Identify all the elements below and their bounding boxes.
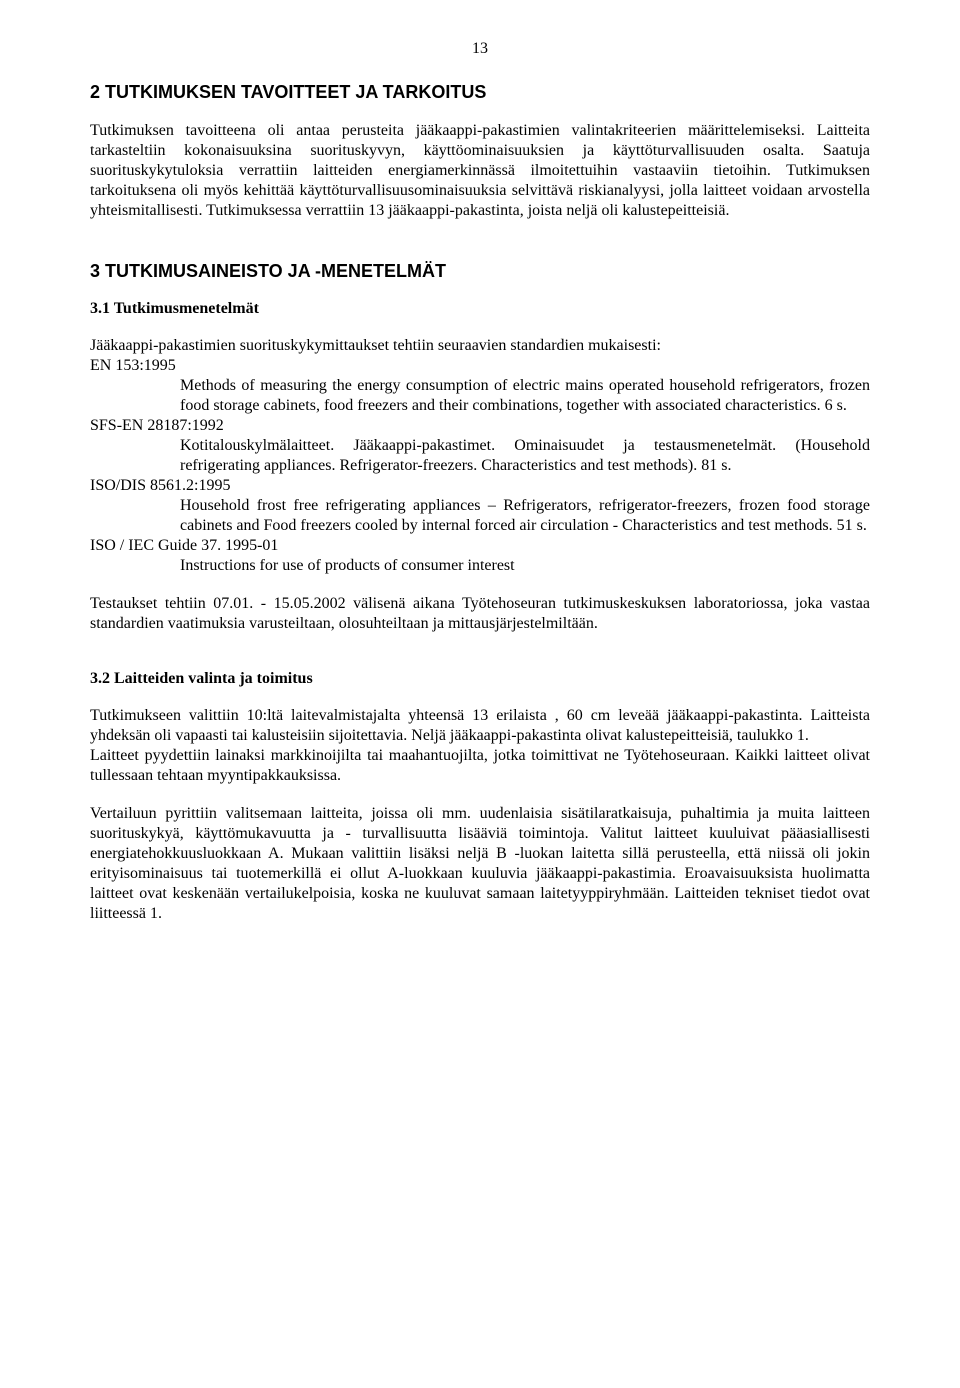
section-3-2-p2: Laitteet pyydettiin lainaksi markkinoiji… bbox=[90, 746, 870, 786]
standard-description: Methods of measuring the energy consumpt… bbox=[180, 376, 870, 416]
section-3-1-heading: 3.1 Tutkimusmenetelmät bbox=[90, 300, 870, 318]
section-3-2-p3: Vertailuun pyrittiin valitsemaan laittei… bbox=[90, 804, 870, 924]
standards-list: Jääkaappi-pakastimien suorituskykymittau… bbox=[90, 336, 870, 576]
standard-code: SFS-EN 28187:1992 bbox=[90, 416, 870, 436]
section-2-paragraph: Tutkimuksen tavoitteena oli antaa perust… bbox=[90, 121, 870, 221]
spacer bbox=[90, 652, 870, 670]
standard-description: Instructions for use of products of cons… bbox=[180, 556, 870, 576]
standard-code: ISO/DIS 8561.2:1995 bbox=[90, 476, 870, 496]
standard-code: EN 153:1995 bbox=[90, 356, 870, 376]
page-number: 13 bbox=[90, 40, 870, 58]
standard-code: ISO / IEC Guide 37. 1995-01 bbox=[90, 536, 870, 556]
document-page: 13 2 TUTKIMUKSEN TAVOITTEET JA TARKOITUS… bbox=[0, 0, 960, 1002]
section-3-2-heading: 3.2 Laitteiden valinta ja toimitus bbox=[90, 670, 870, 688]
section-3-2-p1: Tutkimukseen valittiin 10:ltä laitevalmi… bbox=[90, 706, 870, 746]
standard-description: Household frost free refrigerating appli… bbox=[180, 496, 870, 536]
testing-period-paragraph: Testaukset tehtiin 07.01. - 15.05.2002 v… bbox=[90, 594, 870, 634]
section-3-heading: 3 TUTKIMUSAINEISTO JA -MENETELMÄT bbox=[90, 261, 870, 282]
standards-intro: Jääkaappi-pakastimien suorituskykymittau… bbox=[90, 337, 661, 354]
standard-description: Kotitalouskylmälaitteet. Jääkaappi-pakas… bbox=[180, 436, 870, 476]
section-2-heading: 2 TUTKIMUKSEN TAVOITTEET JA TARKOITUS bbox=[90, 82, 870, 103]
